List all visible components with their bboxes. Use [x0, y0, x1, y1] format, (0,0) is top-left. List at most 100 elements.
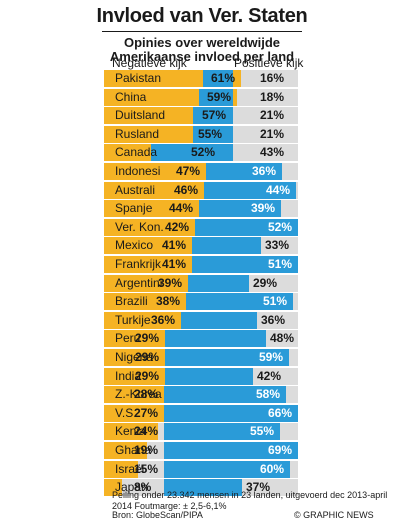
negative-bar [104, 460, 138, 478]
positive-value: 36% [261, 312, 286, 327]
positive-value: 42% [257, 368, 282, 383]
positive-value: 21% [260, 108, 285, 123]
positive-value: 48% [270, 331, 295, 346]
positive-value: 36% [252, 164, 277, 178]
positive-value: 59% [259, 350, 284, 364]
country-label: Frankrijk [115, 257, 162, 271]
country-label: Peru [115, 331, 141, 346]
positive-bar [164, 423, 280, 441]
country-label: Ver. Kon. [115, 219, 164, 234]
positive-bar [193, 107, 233, 125]
negative-value: 47% [176, 164, 201, 178]
negative-bar [104, 330, 169, 348]
country-label: Rusland [115, 126, 160, 141]
negative-value: 38% [156, 294, 181, 309]
country-label: Australi [115, 182, 156, 197]
country-label: Mexico [115, 238, 154, 253]
negative-value: 59% [207, 89, 232, 104]
positive-bar [164, 404, 298, 422]
positive-bar [186, 293, 293, 311]
footnote: Peiling onder 23.342 mensen in 23 landen… [112, 490, 388, 511]
positive-value: 60% [260, 461, 285, 476]
positive-value: 58% [256, 387, 281, 402]
positive-bar [188, 274, 249, 292]
positive-bar [206, 163, 282, 180]
negative-value: 42% [165, 219, 190, 234]
negative-bar [104, 163, 210, 180]
positive-value: 16% [260, 71, 285, 85]
negative-value: 44% [169, 201, 194, 216]
negative-bar [104, 442, 147, 459]
positive-bar [164, 479, 242, 497]
positive-bar [165, 330, 266, 348]
negative-value: 24% [134, 424, 159, 439]
positive-bar [193, 125, 233, 143]
negative-bar [104, 200, 203, 218]
title-rule [102, 31, 302, 32]
positive-value: 43% [260, 145, 285, 160]
country-label: Indonesi [115, 164, 161, 178]
negative-bar [104, 479, 122, 497]
negative-value: 41% [162, 257, 187, 271]
negative-value: 15% [134, 461, 159, 476]
positive-value: 29% [253, 275, 278, 290]
positive-value: 33% [265, 238, 290, 253]
negative-legend-label: Negatieve kijk [112, 56, 187, 70]
country-label: Brazili [115, 294, 148, 309]
positive-value: 18% [260, 89, 285, 104]
negative-bar [104, 367, 169, 385]
country-label: China [115, 89, 147, 104]
country-label: Nigeria [115, 350, 154, 364]
negative-bar [104, 349, 169, 366]
negative-value: 57% [202, 108, 227, 123]
positive-value: 51% [263, 294, 288, 309]
positive-value: 52% [268, 219, 293, 234]
country-label: Duitsland [115, 108, 166, 123]
positive-bar [164, 442, 298, 459]
positive-bar [199, 200, 281, 218]
positive-bar [165, 349, 289, 366]
negative-value: 41% [162, 238, 187, 253]
negative-value: 39% [158, 275, 183, 290]
country-label: India [115, 368, 142, 383]
negative-value: 27% [134, 405, 159, 420]
country-label: Canada [115, 145, 158, 160]
positive-value: 44% [266, 182, 291, 197]
positive-bar [165, 367, 253, 385]
negative-bar [104, 386, 167, 404]
negative-value: 29% [135, 350, 160, 364]
negative-value: 8% [134, 480, 152, 495]
negative-value: 46% [174, 182, 199, 197]
negative-bar [104, 218, 199, 236]
positive-bar [203, 70, 233, 87]
negative-value: 29% [135, 368, 160, 383]
negative-bar [104, 293, 190, 311]
negative-bar [104, 311, 185, 329]
negative-value: 52% [191, 145, 216, 160]
subtitle-line-2: Amerikaanse invloed per land [109, 49, 295, 64]
country-label: Argentini [115, 275, 163, 290]
positive-value: 39% [251, 201, 276, 216]
negative-value: 28% [134, 387, 159, 402]
positive-value: 51% [268, 257, 293, 271]
negative-bar [104, 274, 192, 292]
positive-value: 69% [268, 443, 293, 457]
country-label: Turkije [115, 312, 151, 327]
positive-bar [192, 256, 298, 273]
positive-legend-label: Positieve kijk [234, 56, 304, 70]
country-label: Spanje [115, 201, 153, 216]
positive-bar [204, 181, 296, 199]
positive-bar [199, 88, 233, 106]
positive-bar [164, 460, 290, 478]
negative-value: 61% [211, 71, 236, 85]
positive-bar [151, 144, 233, 162]
negative-bar [104, 237, 196, 255]
positive-value: 21% [260, 126, 285, 141]
negative-bar [104, 181, 208, 199]
country-label: Japan [115, 480, 148, 495]
positive-value: 66% [268, 405, 293, 420]
positive-bar [181, 311, 257, 329]
negative-value: 19% [134, 443, 159, 457]
subtitle-line-1: Opinies over wereldwijde [123, 35, 281, 50]
